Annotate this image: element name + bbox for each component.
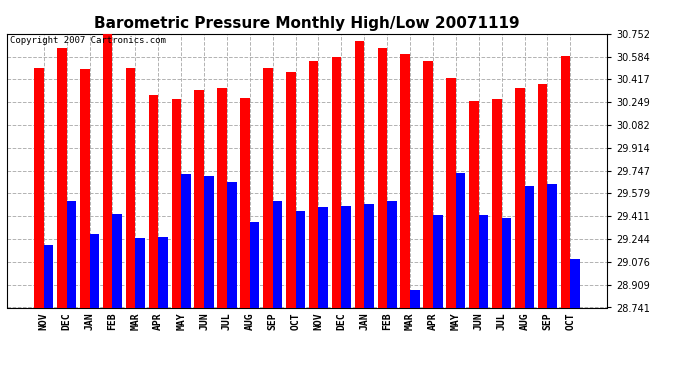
Bar [273, 201, 282, 308]
Bar [524, 186, 534, 308]
Text: Copyright 2007 Cartronics.com: Copyright 2007 Cartronics.com [10, 36, 166, 45]
Bar [377, 48, 387, 308]
Bar [309, 61, 319, 308]
Bar [342, 206, 351, 308]
Bar [492, 99, 502, 308]
Bar [469, 101, 479, 308]
Bar [240, 98, 250, 308]
Bar [112, 214, 122, 308]
Bar [355, 41, 364, 308]
Bar [547, 184, 557, 308]
Bar [227, 182, 237, 308]
Bar [67, 201, 77, 308]
Bar [80, 69, 90, 308]
Bar [250, 222, 259, 308]
Bar [263, 68, 273, 308]
Bar [502, 218, 511, 308]
Bar [204, 176, 214, 308]
Bar [571, 259, 580, 308]
Bar [433, 215, 442, 308]
Bar [43, 245, 53, 308]
Bar [181, 174, 190, 308]
Bar [424, 61, 433, 308]
Bar [479, 215, 489, 308]
Title: Barometric Pressure Monthly High/Low 20071119: Barometric Pressure Monthly High/Low 200… [95, 16, 520, 31]
Bar [538, 84, 547, 308]
Bar [446, 78, 456, 308]
Bar [515, 88, 524, 308]
Bar [387, 201, 397, 308]
Bar [148, 95, 158, 308]
Bar [158, 237, 168, 308]
Bar [172, 99, 181, 308]
Bar [295, 211, 305, 308]
Bar [286, 72, 295, 308]
Bar [217, 88, 227, 308]
Bar [332, 57, 342, 308]
Bar [195, 90, 204, 308]
Bar [34, 68, 43, 308]
Bar [90, 234, 99, 308]
Bar [103, 33, 112, 308]
Bar [135, 238, 145, 308]
Bar [456, 173, 466, 308]
Bar [57, 48, 67, 308]
Bar [561, 56, 571, 308]
Bar [126, 68, 135, 308]
Bar [410, 290, 420, 308]
Bar [319, 207, 328, 308]
Bar [400, 54, 410, 307]
Bar [364, 204, 374, 308]
